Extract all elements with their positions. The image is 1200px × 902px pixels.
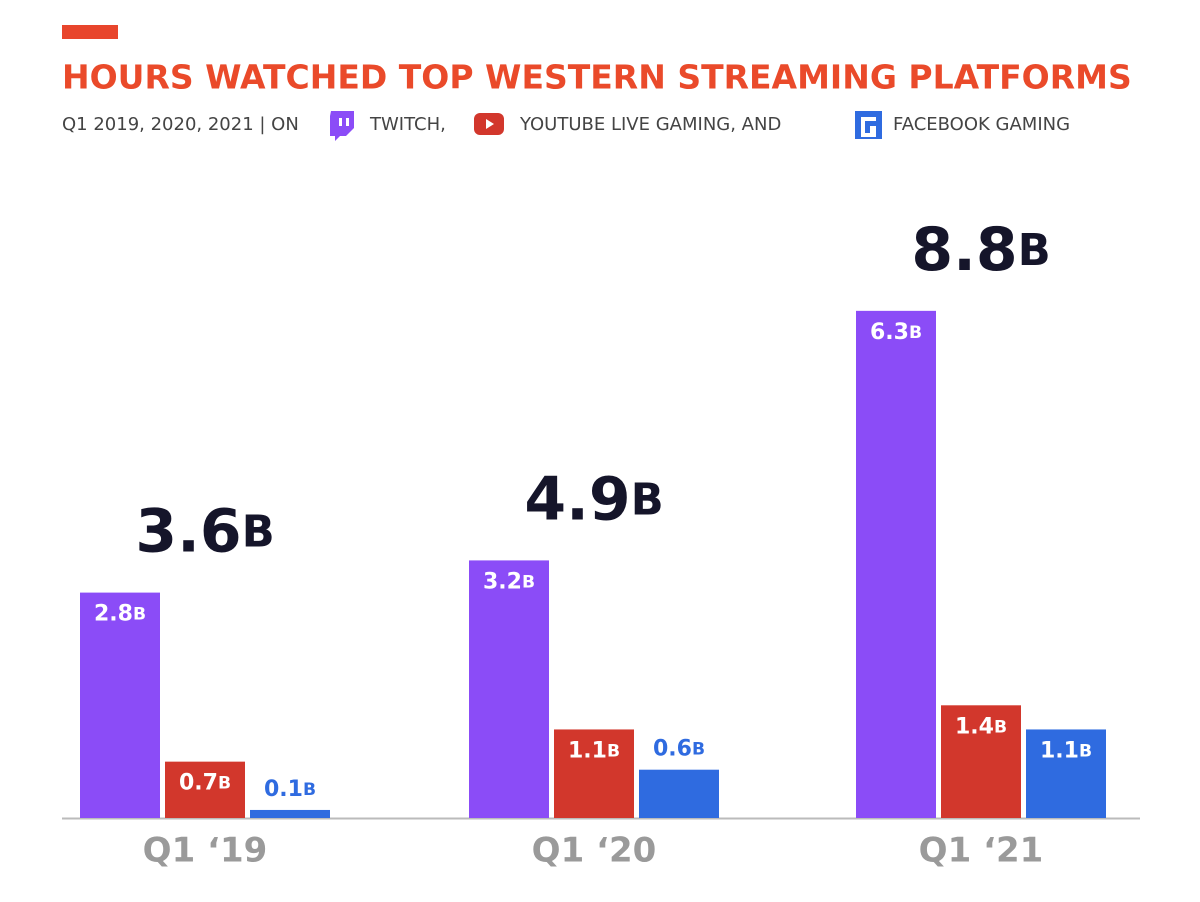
bar bbox=[469, 560, 549, 818]
chart-title: HOURS WATCHED TOP WESTERN STREAMING PLAT… bbox=[62, 58, 1132, 97]
bar bbox=[639, 769, 719, 818]
youtube-play bbox=[486, 119, 494, 129]
value-label: 6.3B bbox=[870, 320, 922, 345]
legend-label: TWITCH, bbox=[369, 114, 446, 135]
bar bbox=[165, 761, 245, 818]
facebook-gaming-glyph bbox=[861, 117, 876, 137]
value-label: 0.1B bbox=[264, 777, 316, 802]
value-label: 0.7B bbox=[179, 771, 231, 796]
bar bbox=[554, 729, 634, 818]
bar bbox=[1026, 729, 1106, 818]
total-label: 3.6B bbox=[135, 496, 274, 566]
value-label: 2.8B bbox=[94, 602, 146, 627]
bar bbox=[250, 809, 330, 818]
bar bbox=[80, 592, 160, 818]
value-label: 3.2B bbox=[483, 569, 535, 594]
title-accent bbox=[62, 25, 118, 39]
total-label: 8.8B bbox=[911, 214, 1050, 284]
twitch-eye bbox=[346, 118, 349, 126]
chart-subtitle: Q1 2019, 2020, 2021 | ON bbox=[62, 114, 299, 135]
total-label: 4.9B bbox=[524, 464, 663, 534]
x-tick-label: Q1 ‘19 bbox=[143, 831, 268, 871]
twitch-eye bbox=[339, 118, 342, 126]
legend-label: YOUTUBE LIVE GAMING, AND bbox=[519, 114, 781, 135]
value-label: 1.1B bbox=[1040, 738, 1092, 763]
bar bbox=[856, 310, 936, 818]
value-label: 0.6B bbox=[653, 737, 705, 762]
legend-icon bbox=[855, 111, 882, 139]
legend-icon bbox=[330, 111, 354, 141]
bar bbox=[941, 705, 1021, 818]
value-label: 1.4B bbox=[955, 714, 1007, 739]
legend-label: FACEBOOK GAMING bbox=[893, 114, 1070, 135]
value-label: 1.1B bbox=[568, 738, 620, 763]
x-tick-label: Q1 ‘20 bbox=[532, 831, 657, 871]
legend-icon bbox=[474, 113, 504, 135]
x-tick-label: Q1 ‘21 bbox=[919, 831, 1044, 871]
